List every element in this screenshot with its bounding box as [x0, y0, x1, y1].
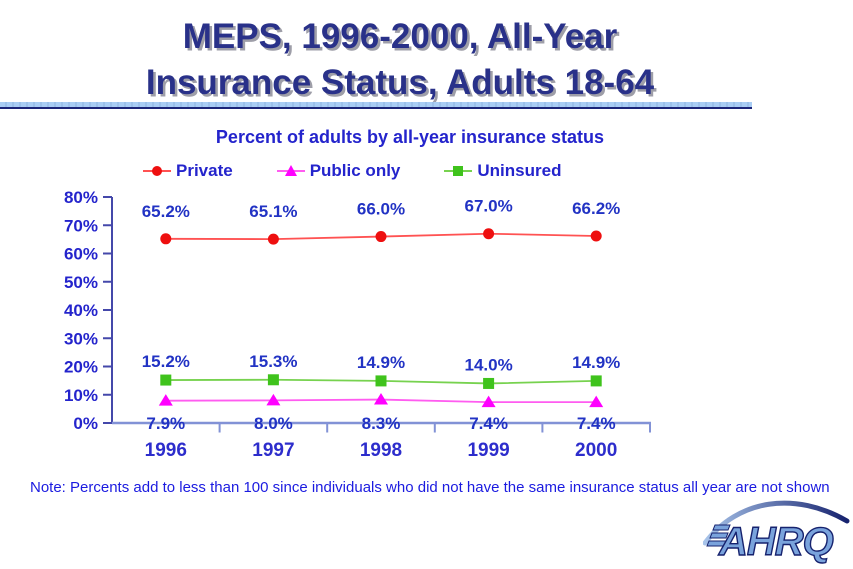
- data-label: 65.2%: [142, 202, 190, 221]
- triangle-marker: [481, 395, 496, 408]
- data-label: 15.2%: [142, 352, 190, 371]
- square-marker: [160, 374, 172, 386]
- y-tick-label: 70%: [64, 216, 98, 235]
- legend-item-uninsured: Uninsured: [444, 161, 561, 181]
- circle-marker: [267, 233, 279, 245]
- legend-item-private: Private: [143, 161, 233, 181]
- square-marker: [483, 377, 495, 389]
- triangle-marker: [374, 393, 388, 405]
- square-marker: [590, 375, 602, 387]
- triangle-marker-icon: [276, 164, 305, 178]
- circle-marker: [375, 231, 387, 243]
- data-label: 14.0%: [464, 355, 512, 374]
- chart-title: Percent of adults by all-year insurance …: [215, 127, 605, 147]
- x-tick-label: 1999: [467, 440, 509, 461]
- ahrq-logo: AHRQ: [703, 500, 850, 565]
- data-label: 14.9%: [357, 353, 405, 372]
- x-tick-label: 1996: [145, 440, 187, 461]
- triangle-marker: [158, 394, 173, 406]
- y-tick-label: 0%: [73, 414, 98, 433]
- circle-marker: [160, 233, 172, 245]
- data-label: 66.2%: [572, 199, 620, 218]
- title-underline-rule: [0, 102, 752, 109]
- x-tick-label: 2000: [575, 440, 617, 461]
- square-marker-icon: [444, 164, 473, 178]
- data-label: 8.3%: [362, 414, 401, 433]
- y-tick-label: 10%: [64, 386, 98, 405]
- data-label: 8.0%: [254, 414, 293, 433]
- data-label: 7.9%: [146, 414, 185, 433]
- triangle-marker: [589, 395, 604, 408]
- slide-title-line-1: MEPS, 1996-2000, All-Year: [182, 17, 618, 56]
- x-tick-label: 1997: [252, 440, 294, 461]
- circle-marker: [483, 228, 495, 240]
- circle-marker: [590, 230, 602, 242]
- circle-marker-icon: [143, 164, 171, 178]
- logo-speed-lines: [706, 524, 731, 547]
- slide-title-line-2: Insurance Status, Adults 18-64: [145, 62, 655, 102]
- data-label: 15.3%: [249, 352, 297, 371]
- y-tick-label: 20%: [64, 358, 98, 377]
- data-label: 14.9%: [572, 353, 620, 372]
- data-label: 67.0%: [464, 197, 512, 216]
- triangle-marker: [266, 393, 281, 406]
- y-tick-label: 80%: [64, 188, 98, 207]
- legend-label: Public only: [309, 161, 401, 180]
- data-label: 66.0%: [357, 200, 405, 219]
- x-tick-label: 1998: [360, 440, 402, 461]
- slide-title: MEPS, 1996-2000, All-Year Insurance Stat…: [0, 14, 800, 105]
- legend-item-public-only: Public only: [276, 161, 401, 181]
- data-label: 65.1%: [249, 202, 297, 221]
- square-marker: [375, 375, 387, 387]
- data-label: 7.4%: [469, 414, 508, 433]
- square-marker: [267, 374, 279, 386]
- footnote: Note: Percents add to less than 100 sinc…: [30, 479, 830, 496]
- y-tick-label: 40%: [64, 301, 98, 320]
- y-tick-label: 30%: [64, 329, 98, 348]
- legend-label: Private: [176, 161, 233, 180]
- line-chart: 0% 10% 20% 30% 40% 50% 60% 70% 80% 65.2% 65.1% 66.0…: [64, 188, 651, 461]
- data-label: 7.4%: [577, 414, 616, 433]
- y-tick-label: 50%: [64, 273, 98, 292]
- logo-text: AHRQ: [718, 520, 834, 564]
- legend-label: Uninsured: [477, 161, 562, 180]
- y-tick-label: 60%: [64, 245, 98, 264]
- chart-legend: Private Public only Uninsured: [143, 161, 561, 181]
